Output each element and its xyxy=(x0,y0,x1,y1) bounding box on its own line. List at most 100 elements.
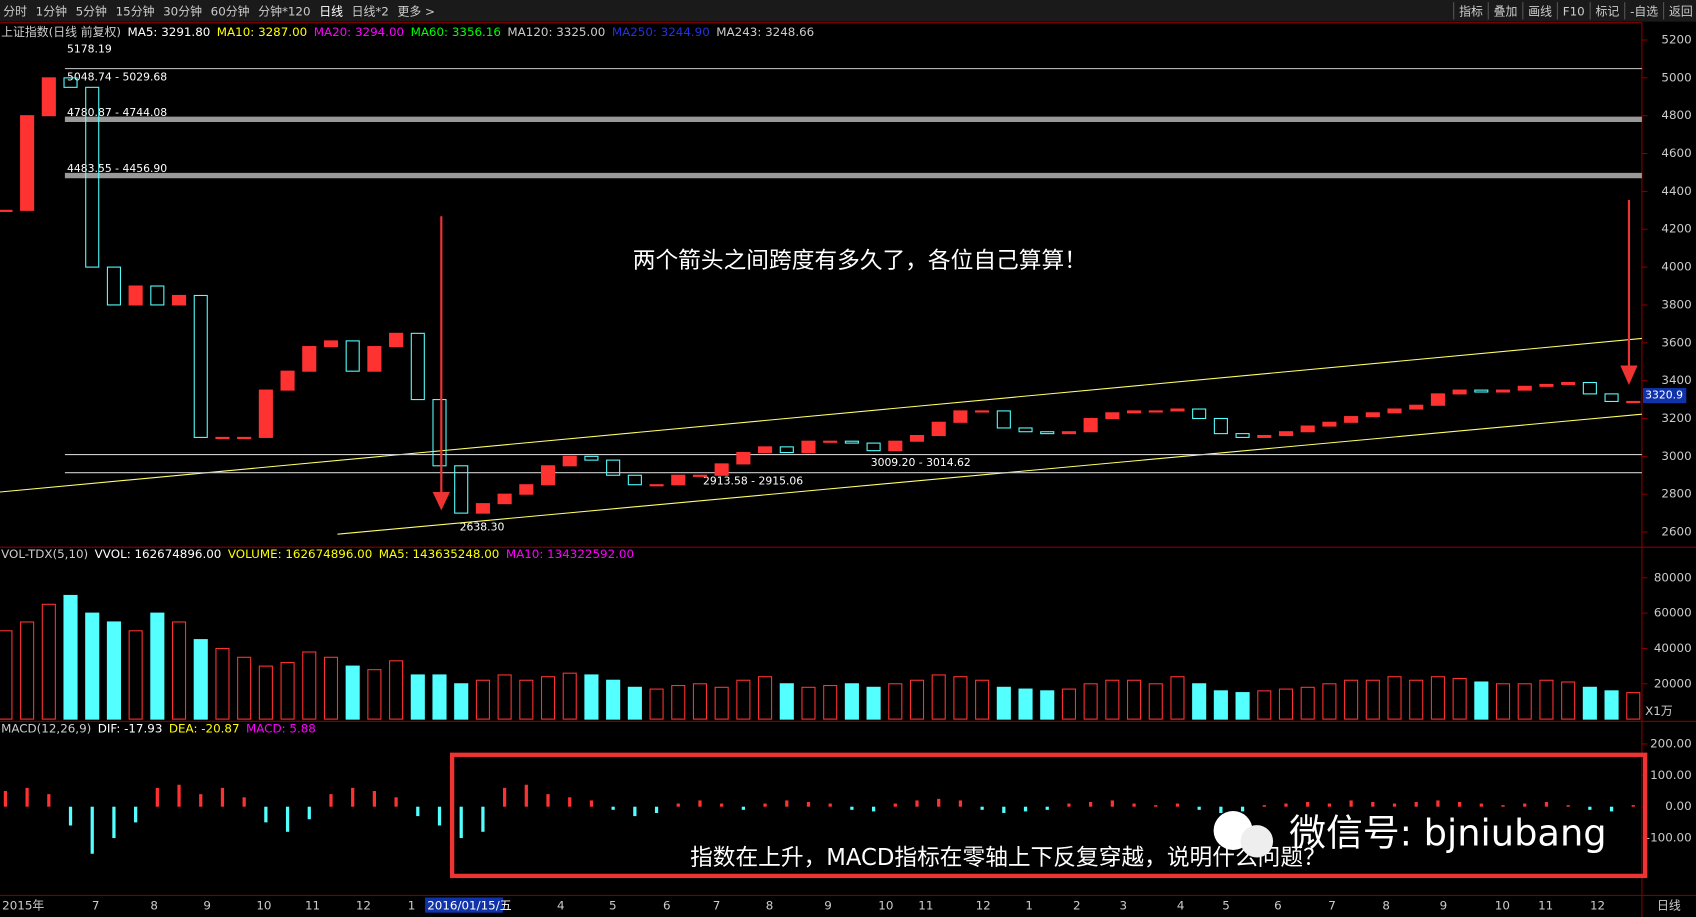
toolbar-button[interactable]: 指标 xyxy=(1459,4,1483,18)
toolbar-tab[interactable]: 30分钟 xyxy=(163,4,202,18)
candle xyxy=(1539,383,1554,387)
toolbar-button[interactable]: -自选 xyxy=(1630,4,1658,18)
volume-bar xyxy=(410,674,425,720)
y-tick-label: 4800 xyxy=(1661,108,1691,122)
volume-bar xyxy=(1300,686,1315,720)
header-item: DIF: -17.93 xyxy=(98,721,163,735)
volume-bar xyxy=(128,630,143,720)
volume-bar xyxy=(779,683,794,720)
volume-bar xyxy=(584,674,599,720)
toolbar-tab[interactable]: 日线 xyxy=(319,4,343,18)
candle xyxy=(1170,408,1185,412)
y-tick-label: 3000 xyxy=(1661,449,1691,463)
toolbar-button[interactable]: F10 xyxy=(1563,4,1585,18)
x-tick-label: 10 xyxy=(256,899,271,913)
candle xyxy=(1257,434,1272,438)
y-tick-label: 2800 xyxy=(1661,487,1691,501)
candle xyxy=(540,465,556,486)
candle xyxy=(953,410,968,423)
toolbar-button[interactable]: 画线 xyxy=(1528,4,1552,18)
volume-bar xyxy=(736,679,751,720)
toolbar-tab[interactable]: 1分钟 xyxy=(36,4,67,18)
x-tick-label: 7 xyxy=(92,899,100,913)
volume-bar xyxy=(1495,683,1511,720)
volume-bar xyxy=(1344,679,1359,720)
volume-bar xyxy=(389,660,404,720)
candle xyxy=(280,370,295,391)
toolbar-tab[interactable]: 15分钟 xyxy=(116,4,155,18)
volume-bar xyxy=(627,686,642,720)
candle xyxy=(844,440,859,444)
x-tick-label: 10 xyxy=(1495,899,1510,913)
volume-bar xyxy=(1235,692,1250,720)
toolbar-button[interactable]: 叠加 xyxy=(1494,4,1518,18)
y-tick-label: 5200 xyxy=(1661,33,1691,47)
volume-bar xyxy=(1192,683,1207,720)
volume-bar xyxy=(909,679,925,720)
y-tick-label: -100.00 xyxy=(1646,831,1692,845)
candle xyxy=(1365,412,1380,418)
volume-bar xyxy=(1474,681,1489,720)
toolbar-button[interactable]: 标记 xyxy=(1596,4,1620,18)
toolbar-button[interactable]: 返回 xyxy=(1669,4,1693,18)
candle xyxy=(1582,381,1597,395)
toolbar-tab[interactable]: 5分钟 xyxy=(76,4,107,18)
x-tick-label: 12 xyxy=(356,899,371,913)
volume-bar xyxy=(1278,688,1294,720)
x-tick-label: 11 xyxy=(305,899,320,913)
volume-bar xyxy=(1409,679,1424,720)
volume-bar xyxy=(63,594,78,720)
candle xyxy=(20,115,35,211)
x-tick-label: 12 xyxy=(1590,899,1605,913)
toolbar-tab[interactable]: 分时 xyxy=(3,4,27,18)
volume-bar xyxy=(258,665,273,720)
candle xyxy=(888,440,903,452)
candle xyxy=(758,446,773,454)
toolbar-tab[interactable]: 60分钟 xyxy=(211,4,250,18)
volume-bar xyxy=(1604,690,1619,720)
header-item: MA250: 3244.90 xyxy=(612,25,710,39)
volume-bar xyxy=(171,621,187,720)
candle xyxy=(0,209,13,212)
unit-label: X1万 xyxy=(1645,704,1673,718)
volume-bar xyxy=(215,647,230,720)
candle xyxy=(475,503,490,514)
candle xyxy=(714,463,729,476)
candle xyxy=(909,434,925,442)
x-tick-label: 7 xyxy=(713,899,721,913)
volume-bar xyxy=(975,679,990,720)
x-tick-label: 9 xyxy=(824,899,832,913)
candle xyxy=(41,77,56,117)
volume-bar xyxy=(1539,679,1554,720)
volume-bar xyxy=(1018,688,1033,720)
volume-bar xyxy=(1061,688,1076,720)
candle xyxy=(1604,393,1619,402)
candle xyxy=(779,446,794,454)
x-tick-label: 6 xyxy=(1274,899,1282,913)
header-item: VOLUME: 162674896.00 xyxy=(228,547,372,561)
volume-bar xyxy=(1626,692,1641,720)
header-item: MA60: 3356.16 xyxy=(411,25,501,39)
candle xyxy=(1387,408,1402,414)
low-label: 2638.30 xyxy=(460,521,505,534)
toolbar-tab[interactable]: 更多 > xyxy=(398,4,435,18)
toolbar-tab[interactable]: 分钟*120 xyxy=(258,4,310,18)
candle xyxy=(1495,389,1511,393)
y-tick-label: 3400 xyxy=(1661,373,1691,387)
candle xyxy=(1430,393,1445,406)
y-tick-label: 80000 xyxy=(1654,570,1692,584)
toolbar-tab[interactable]: 日线*2 xyxy=(352,4,389,18)
y-tick-label: 4000 xyxy=(1661,260,1691,274)
volume-bar xyxy=(606,679,621,720)
header-item: MA20: 3294.00 xyxy=(314,25,404,39)
candle xyxy=(649,484,664,487)
price-tag xyxy=(1643,388,1687,404)
level-label: 2913.58 - 2915.06 xyxy=(703,474,803,487)
x-tick-label: 6 xyxy=(663,899,671,913)
volume-bar xyxy=(150,612,165,720)
volume-bar xyxy=(280,662,295,720)
y-tick-label: 0.00 xyxy=(1665,799,1691,813)
